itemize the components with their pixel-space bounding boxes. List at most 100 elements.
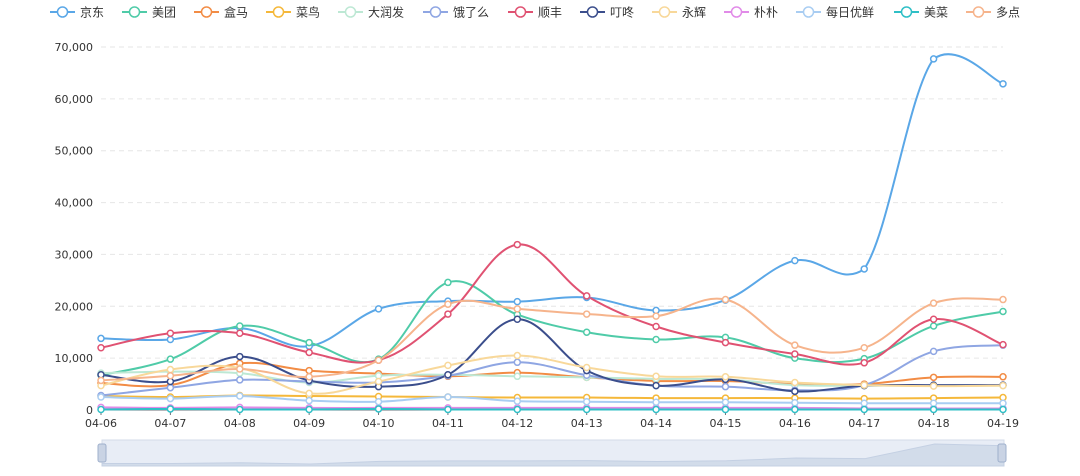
data-point[interactable] (929, 299, 938, 307)
data-point[interactable] (444, 405, 452, 414)
data-point[interactable] (791, 341, 799, 349)
data-point[interactable] (652, 312, 660, 320)
data-point[interactable] (166, 335, 175, 344)
data-point[interactable] (166, 405, 175, 413)
data-point[interactable] (166, 365, 175, 374)
data-point[interactable] (582, 328, 591, 336)
data-point[interactable] (305, 396, 313, 405)
data-point[interactable] (791, 350, 799, 358)
data-point[interactable] (513, 405, 522, 414)
data-point[interactable] (860, 381, 868, 389)
data-point[interactable] (652, 381, 660, 390)
data-point[interactable] (374, 305, 383, 313)
data-point[interactable] (999, 381, 1007, 390)
data-point[interactable] (444, 361, 452, 370)
data-point[interactable] (929, 399, 938, 408)
data-point[interactable] (860, 405, 868, 414)
data-point[interactable] (999, 307, 1007, 316)
data-point[interactable] (999, 405, 1007, 414)
data-point[interactable] (166, 355, 175, 363)
data-point[interactable] (305, 348, 313, 357)
legend-item[interactable]: 大润发 (338, 5, 404, 20)
zoom-handle-left[interactable] (97, 443, 107, 463)
data-point[interactable] (236, 322, 244, 330)
data-point[interactable] (374, 377, 383, 386)
data-point[interactable] (444, 370, 452, 379)
data-point[interactable] (166, 394, 175, 403)
data-point[interactable] (721, 338, 730, 347)
data-point[interactable] (929, 373, 938, 382)
data-point[interactable] (513, 351, 522, 360)
data-point[interactable] (374, 356, 383, 364)
data-point[interactable] (791, 387, 799, 396)
legend-item[interactable]: 多点 (966, 6, 1020, 20)
data-point[interactable] (444, 310, 452, 318)
data-point[interactable] (236, 392, 244, 400)
data-point[interactable] (444, 300, 452, 308)
data-point[interactable] (513, 305, 522, 313)
data-point[interactable] (513, 240, 522, 249)
data-point[interactable] (999, 399, 1007, 408)
data-point[interactable] (582, 292, 591, 300)
data-point[interactable] (513, 297, 522, 306)
data-point[interactable] (236, 329, 244, 338)
data-point[interactable] (444, 393, 452, 401)
data-point[interactable] (652, 322, 660, 331)
data-point[interactable] (999, 340, 1007, 349)
data-point[interactable] (791, 398, 799, 407)
data-point[interactable] (236, 405, 244, 414)
data-point[interactable] (236, 352, 244, 361)
data-point[interactable] (860, 359, 868, 367)
data-point[interactable] (721, 405, 730, 414)
legend-item[interactable]: 叮咚 (580, 5, 634, 20)
data-point[interactable] (97, 393, 105, 401)
data-point[interactable] (860, 399, 868, 408)
data-point[interactable] (444, 278, 452, 287)
data-point[interactable] (791, 256, 799, 265)
data-point[interactable] (582, 397, 591, 406)
data-point[interactable] (236, 365, 244, 373)
legend-item[interactable]: 盒马 (194, 5, 248, 20)
data-point[interactable] (652, 405, 660, 414)
data-point[interactable] (582, 405, 591, 414)
data-point[interactable] (374, 405, 383, 413)
data-point[interactable] (860, 265, 868, 273)
legend-item[interactable]: 饿了么 (423, 6, 489, 20)
data-zoom-slider[interactable] (97, 439, 1007, 467)
data-point[interactable] (305, 389, 313, 398)
data-point[interactable] (305, 373, 313, 381)
data-point[interactable] (513, 372, 522, 381)
data-point[interactable] (513, 358, 522, 367)
data-point[interactable] (97, 334, 105, 343)
legend-item[interactable]: 美团 (122, 6, 176, 20)
zoom-handle-right[interactable] (997, 443, 1007, 463)
data-point[interactable] (305, 338, 313, 347)
data-point[interactable] (652, 372, 660, 381)
legend-item[interactable]: 朴朴 (724, 5, 778, 20)
data-point[interactable] (374, 397, 383, 406)
data-point[interactable] (929, 315, 938, 323)
data-point[interactable] (582, 310, 591, 318)
legend-item[interactable]: 顺丰 (508, 6, 562, 20)
data-point[interactable] (860, 344, 868, 352)
legend-item[interactable]: 永辉 (652, 6, 706, 20)
data-point[interactable] (166, 329, 175, 338)
data-point[interactable] (929, 347, 938, 356)
data-point[interactable] (999, 80, 1007, 88)
data-point[interactable] (999, 373, 1007, 381)
legend-item[interactable]: 每日优鲜 (796, 5, 874, 20)
data-point[interactable] (721, 398, 730, 406)
data-point[interactable] (97, 376, 105, 385)
data-point[interactable] (236, 376, 244, 384)
data-point[interactable] (652, 335, 660, 344)
data-point[interactable] (305, 405, 313, 414)
data-point[interactable] (791, 378, 799, 387)
data-point[interactable] (513, 397, 522, 405)
data-point[interactable] (929, 382, 938, 390)
legend-item[interactable]: 美菜 (894, 6, 948, 20)
data-point[interactable] (721, 295, 730, 304)
data-point[interactable] (721, 373, 730, 381)
data-point[interactable] (97, 344, 105, 352)
data-point[interactable] (929, 55, 938, 63)
data-point[interactable] (929, 405, 938, 414)
